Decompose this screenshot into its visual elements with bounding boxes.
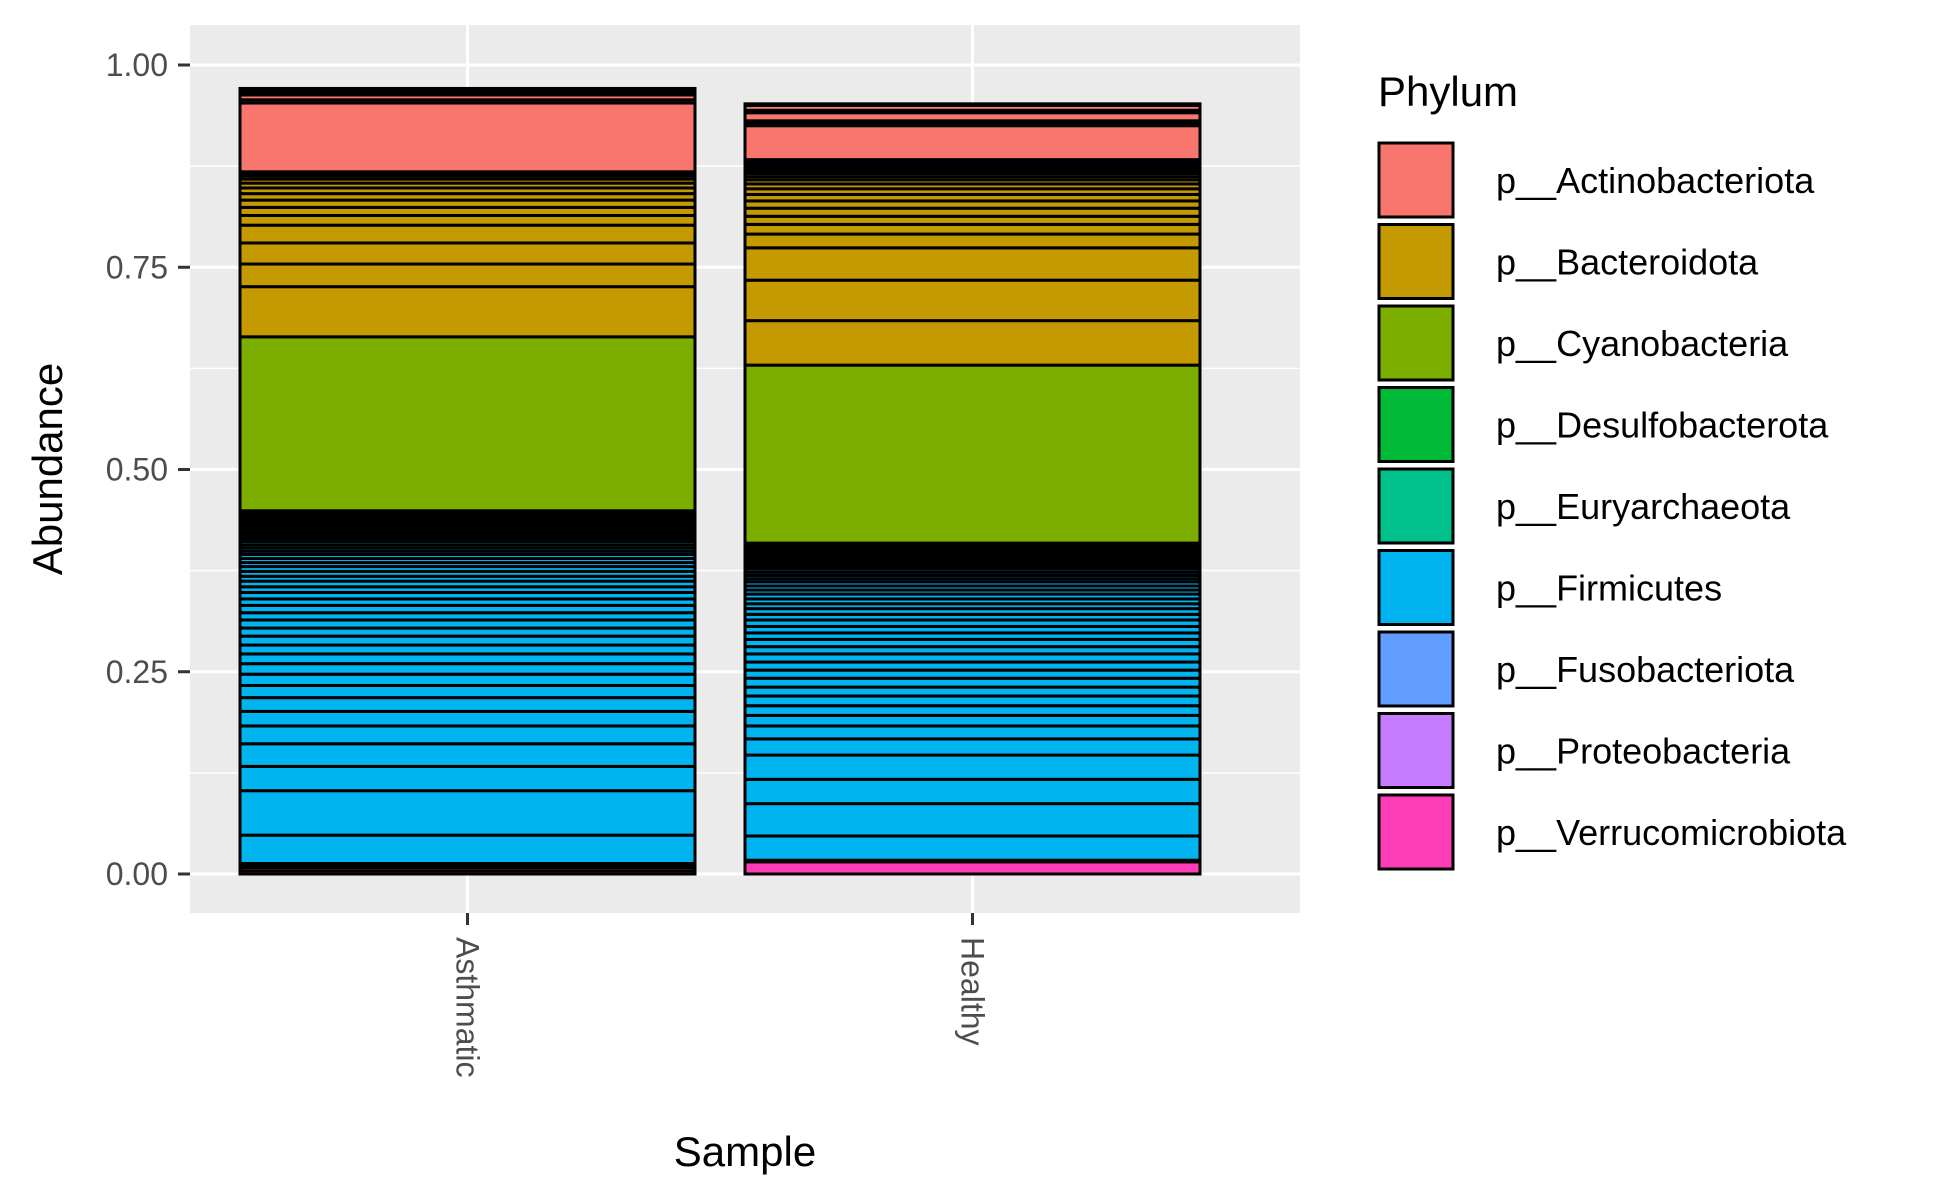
x-tick-label: Asthmatic [450,937,486,1077]
legend-key [1377,549,1455,626]
legend-label: p__Actinobacteriota [1496,160,1815,201]
y-tick-label: 0.50 [106,452,168,488]
bar-segment [238,789,697,837]
legend-key [1377,141,1455,219]
bar-segment [743,278,1202,323]
bar-segment [238,672,697,688]
x-tick-label: Healthy [955,937,991,1046]
bar-segment [238,696,697,713]
y-axis: 0.00 0.25 0.50 0.75 1.00 [106,47,190,892]
bar-segment [743,834,1202,862]
bar-segment [743,124,1202,162]
bar-segment [743,724,1202,741]
legend-label: p__Fusobacteriota [1496,649,1795,690]
legend-key [1377,630,1455,708]
legend-label: p__Cyanobacteria [1496,323,1789,364]
x-axis-title: Sample [674,1128,816,1175]
bar-segment [743,363,1202,545]
bar-segment [238,662,697,676]
bar-segment [238,86,697,92]
legend-key [1377,304,1455,382]
y-tick-label: 1.00 [106,47,168,83]
bar-segment [238,742,697,768]
bar-segment [238,285,697,339]
legend-key [1377,712,1455,789]
legend: Phylum p__Actinobacteriota p__Bacteroidot… [1377,68,1847,871]
bar-segment [238,262,697,289]
y-tick-label: 0.00 [106,856,168,892]
y-tick-label: 0.75 [106,249,168,285]
legend-label: p__Desulfobacterota [1496,405,1829,446]
bar-segment [238,335,697,513]
bar-segment [238,223,697,245]
bar-segment [743,860,1202,876]
bar-segment [743,319,1202,367]
x-axis: Asthmatic Healthy [450,913,991,1077]
legend-label: p__Verrucomicrobiota [1496,812,1847,853]
bar-segment [743,102,1202,107]
bar-segment [743,232,1202,250]
legend-label: p__Firmicutes [1496,568,1722,609]
bar-segment [238,684,697,700]
bar-segment [743,737,1202,757]
legend-label: p__Proteobacteria [1496,731,1791,772]
bar-segment [743,777,1202,806]
bar-segment [238,833,697,865]
bar-segment [743,753,1202,781]
legend-key [1377,793,1455,871]
legend-title: Phylum [1378,68,1518,115]
y-axis-title: Abundance [24,363,71,576]
legend-key [1377,386,1455,463]
legend-key [1377,467,1455,545]
y-tick-label: 0.25 [106,654,168,690]
bar-segment [743,246,1202,282]
bar-segment [743,713,1202,728]
bar-segment [743,802,1202,838]
bars [238,86,1202,876]
bar-segment [238,101,697,174]
bar-segment [238,241,697,266]
bar-segment [238,724,697,746]
bar-segment [238,709,697,728]
legend-key [1377,223,1455,300]
legend-label: p__Euryarchaeota [1496,486,1791,527]
legend-label: p__Bacteroidota [1496,242,1759,283]
bar-segment [238,764,697,793]
